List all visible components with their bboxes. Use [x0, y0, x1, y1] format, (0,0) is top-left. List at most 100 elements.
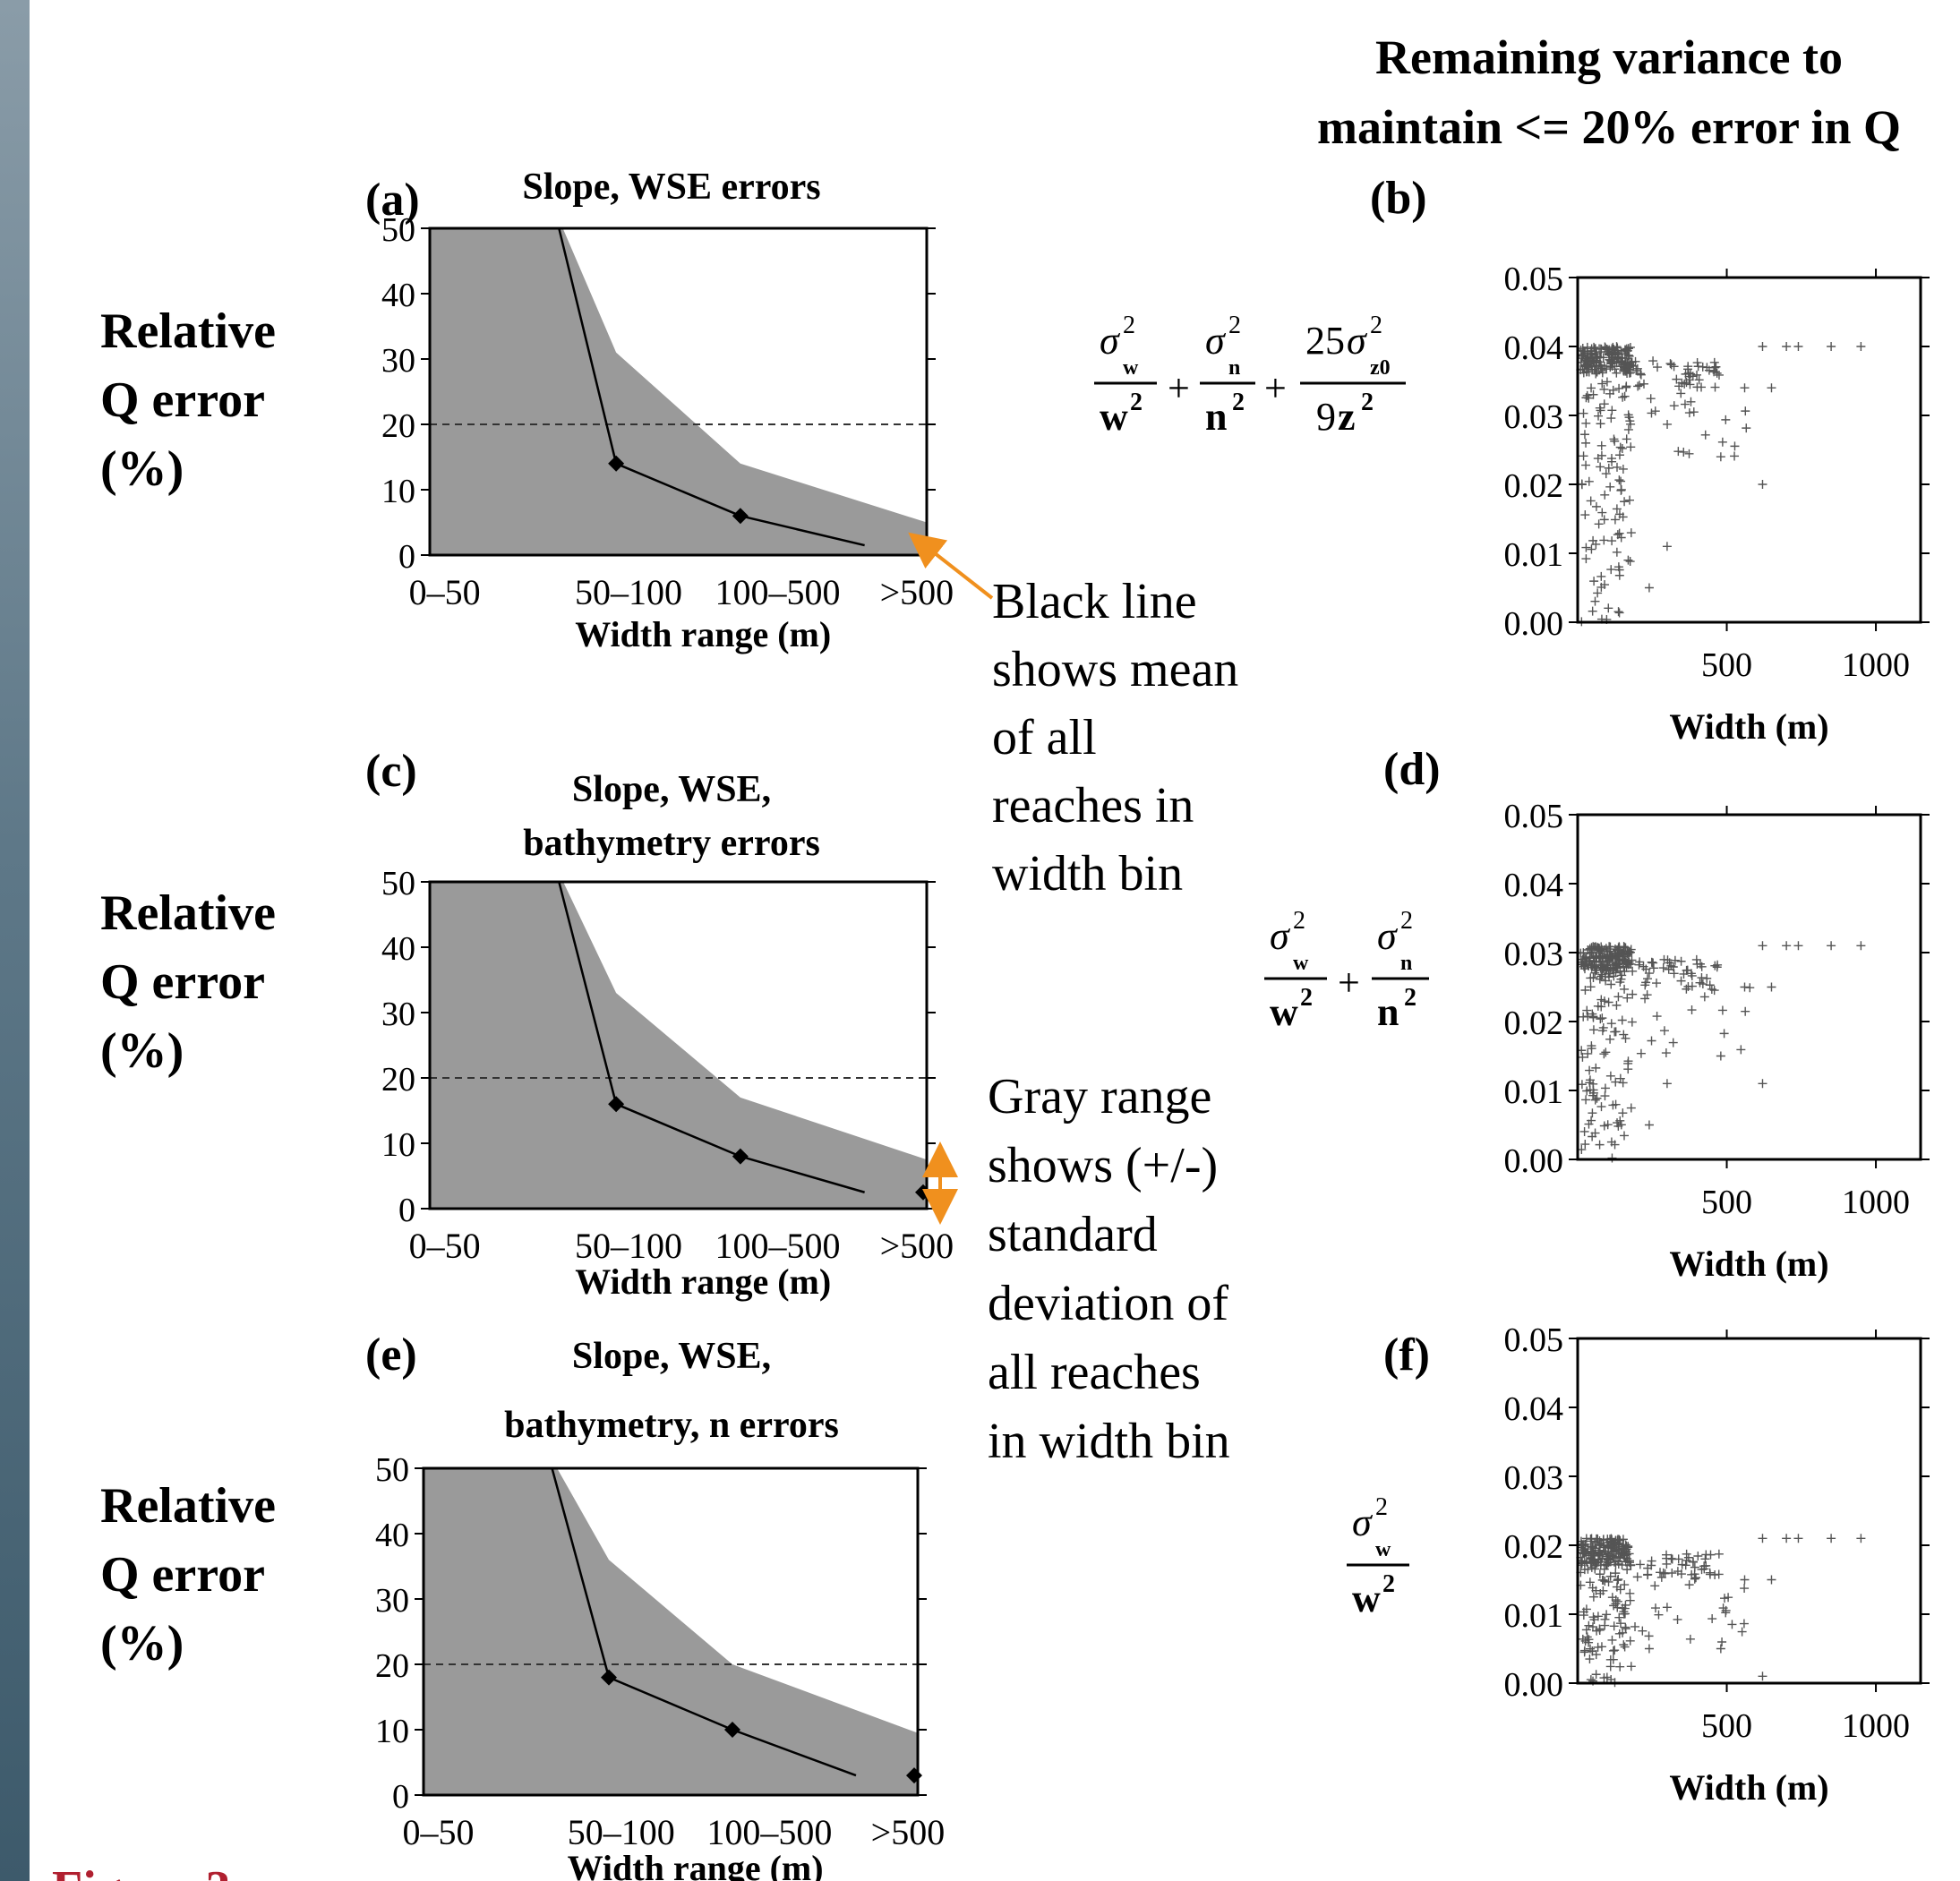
data-point — [1701, 1550, 1711, 1560]
data-point — [1740, 383, 1750, 393]
svg-text:2: 2 — [1123, 312, 1135, 339]
data-point — [1619, 1540, 1629, 1550]
data-point — [1648, 963, 1658, 973]
data-point — [1662, 1553, 1672, 1563]
annotation-gray-range: Gray range shows (+/-) standard deviatio… — [988, 1069, 1230, 1469]
data-point — [1607, 536, 1617, 546]
data-point — [1679, 969, 1689, 979]
data-point — [1595, 1569, 1605, 1579]
data-point — [1624, 413, 1634, 423]
chart-c-relative-q-error: 0 10 20 30 40 50 0–50 50–100 100–500 >500 Width ra… — [381, 769, 954, 1302]
data-point — [1611, 1595, 1621, 1605]
y-tick-label: 0.00 — [1504, 605, 1564, 643]
svg-text:w: w — [1123, 356, 1139, 380]
data-point — [1636, 1048, 1646, 1058]
data-point — [1667, 1569, 1677, 1578]
data-point — [1758, 1534, 1767, 1543]
x-tick-label: 100–500 — [715, 1226, 841, 1266]
chart-d-remaining-variance: 0.00 0.01 0.02 0.03 0.04 0.05 500 1000 Width (m) — [1504, 798, 1930, 1284]
annotation-line: Gray range — [988, 1069, 1211, 1124]
data-point — [1608, 965, 1618, 975]
data-point — [1578, 1548, 1588, 1558]
data-point — [1596, 462, 1605, 472]
plot-frame — [428, 880, 929, 1210]
data-point — [1705, 1569, 1715, 1579]
data-point — [1601, 343, 1611, 353]
data-point — [1603, 1535, 1613, 1544]
data-point — [1663, 955, 1673, 965]
svg-text:2: 2 — [1382, 1570, 1395, 1598]
data-point — [1613, 562, 1623, 572]
y-tick-label: 50 — [381, 211, 415, 249]
std-dev-band — [430, 882, 927, 1209]
annotation-line: reaches in — [992, 778, 1194, 834]
data-point — [1579, 451, 1588, 461]
data-point — [1601, 1548, 1611, 1558]
data-point — [1687, 1569, 1697, 1579]
x-tick-label: 500 — [1701, 1184, 1752, 1221]
data-point — [1698, 362, 1708, 372]
data-point — [1600, 1614, 1610, 1624]
data-point — [1578, 350, 1587, 360]
y-tick-label: 0.01 — [1504, 536, 1564, 574]
y-tick-label: 0.00 — [1504, 1666, 1564, 1704]
data-point — [1579, 408, 1588, 418]
chart-title: Slope, WSE errors — [522, 167, 820, 208]
data-point — [1684, 449, 1694, 458]
x-tick-label: 1000 — [1842, 1184, 1910, 1221]
data-point — [1626, 1103, 1636, 1113]
data-point — [1608, 953, 1618, 962]
data-point — [1697, 1565, 1707, 1575]
data-point — [1623, 410, 1633, 420]
data-point — [1625, 1636, 1635, 1646]
data-point — [1661, 1048, 1671, 1058]
data-point — [1593, 1001, 1603, 1011]
annotation-line: deviation of — [988, 1276, 1228, 1331]
data-point — [1670, 955, 1680, 965]
y-tick-label: 30 — [381, 342, 415, 380]
data-point — [1618, 392, 1628, 402]
data-point — [1618, 464, 1628, 474]
data-point — [1736, 1045, 1746, 1055]
data-point — [1636, 370, 1646, 380]
data-point — [1625, 1588, 1635, 1598]
data-point — [1782, 1534, 1792, 1543]
y-tick-label: 0.03 — [1504, 398, 1564, 436]
data-point — [1827, 1534, 1836, 1543]
data-point — [1615, 442, 1625, 452]
svg-text:25: 25 — [1305, 319, 1345, 363]
data-point — [1585, 1654, 1595, 1664]
data-point — [1614, 608, 1624, 618]
chart-title-line: Slope, WSE, — [572, 769, 771, 810]
data-point — [1581, 438, 1591, 448]
data-point — [1581, 1625, 1591, 1635]
data-point — [1615, 1535, 1625, 1545]
y-tick-label: 10 — [381, 1126, 415, 1164]
data-point — [1615, 1116, 1625, 1125]
data-point — [1596, 406, 1605, 415]
data-point — [1588, 1592, 1598, 1602]
data-point — [1579, 430, 1589, 440]
data-point — [1640, 980, 1650, 990]
data-point — [1603, 960, 1613, 970]
y-tick-label: 40 — [381, 277, 415, 314]
data-point — [1626, 1560, 1636, 1570]
mean-line — [558, 882, 865, 1193]
row-label-line: Relative — [100, 1478, 276, 1534]
data-point — [1592, 1093, 1602, 1103]
data-point — [1740, 982, 1750, 992]
data-point — [1673, 447, 1683, 457]
svg-text:z0: z0 — [1370, 356, 1391, 380]
y-tick-label: 30 — [375, 1582, 409, 1620]
y-tick-label: 0.05 — [1504, 798, 1564, 835]
data-point — [1652, 1012, 1662, 1022]
data-point — [1626, 1662, 1636, 1672]
y-tick-label: 0.02 — [1504, 467, 1564, 505]
data-point — [1594, 411, 1604, 421]
data-point — [1793, 1534, 1803, 1543]
chart-title-line: Slope, WSE, — [572, 1336, 771, 1377]
data-point — [1616, 974, 1626, 984]
data-point — [1587, 1549, 1596, 1559]
data-point — [1659, 1026, 1669, 1036]
annotation-arrow-mean — [908, 532, 994, 600]
